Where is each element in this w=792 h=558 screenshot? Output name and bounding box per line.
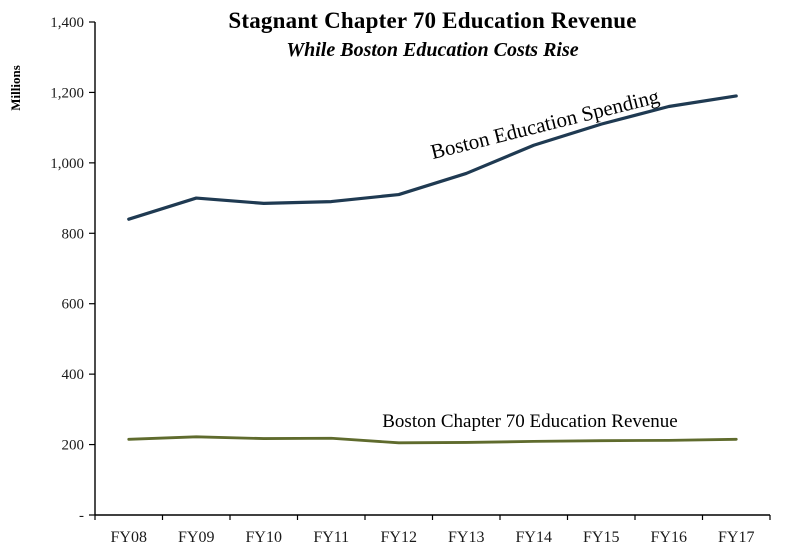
y-tick-label: 800: [62, 226, 85, 242]
x-tick-label: FY09: [178, 529, 214, 546]
x-tick-label: FY11: [313, 529, 349, 546]
y-tick-label: 1,200: [50, 85, 84, 101]
x-tick-label: FY14: [516, 529, 552, 546]
y-tick-label: 400: [62, 367, 85, 383]
x-tick-label: FY17: [718, 529, 754, 546]
series-line-1: [127, 435, 738, 445]
chart-subtitle: While Boston Education Costs Rise: [286, 39, 579, 61]
x-tick-label: FY08: [111, 529, 147, 546]
y-tick-label: 1,000: [50, 156, 84, 172]
y-tick-label: 1,400: [50, 15, 84, 31]
series-line-0: [127, 94, 738, 221]
y-tick-label: 600: [62, 297, 85, 313]
x-tick-label: FY13: [448, 529, 484, 546]
x-tick-label: FY10: [246, 529, 282, 546]
x-tick-label: FY16: [651, 529, 687, 546]
y-tick-label: -: [79, 508, 84, 524]
chart-title: Stagnant Chapter 70 Education Revenue: [228, 8, 637, 33]
y-tick-label: 200: [62, 438, 85, 454]
x-tick-label: FY12: [381, 529, 417, 546]
x-tick-label: FY15: [583, 529, 619, 546]
annotation-revenue-series: Boston Chapter 70 Education Revenue: [382, 411, 678, 432]
y-axis-title: Millions: [8, 65, 23, 111]
